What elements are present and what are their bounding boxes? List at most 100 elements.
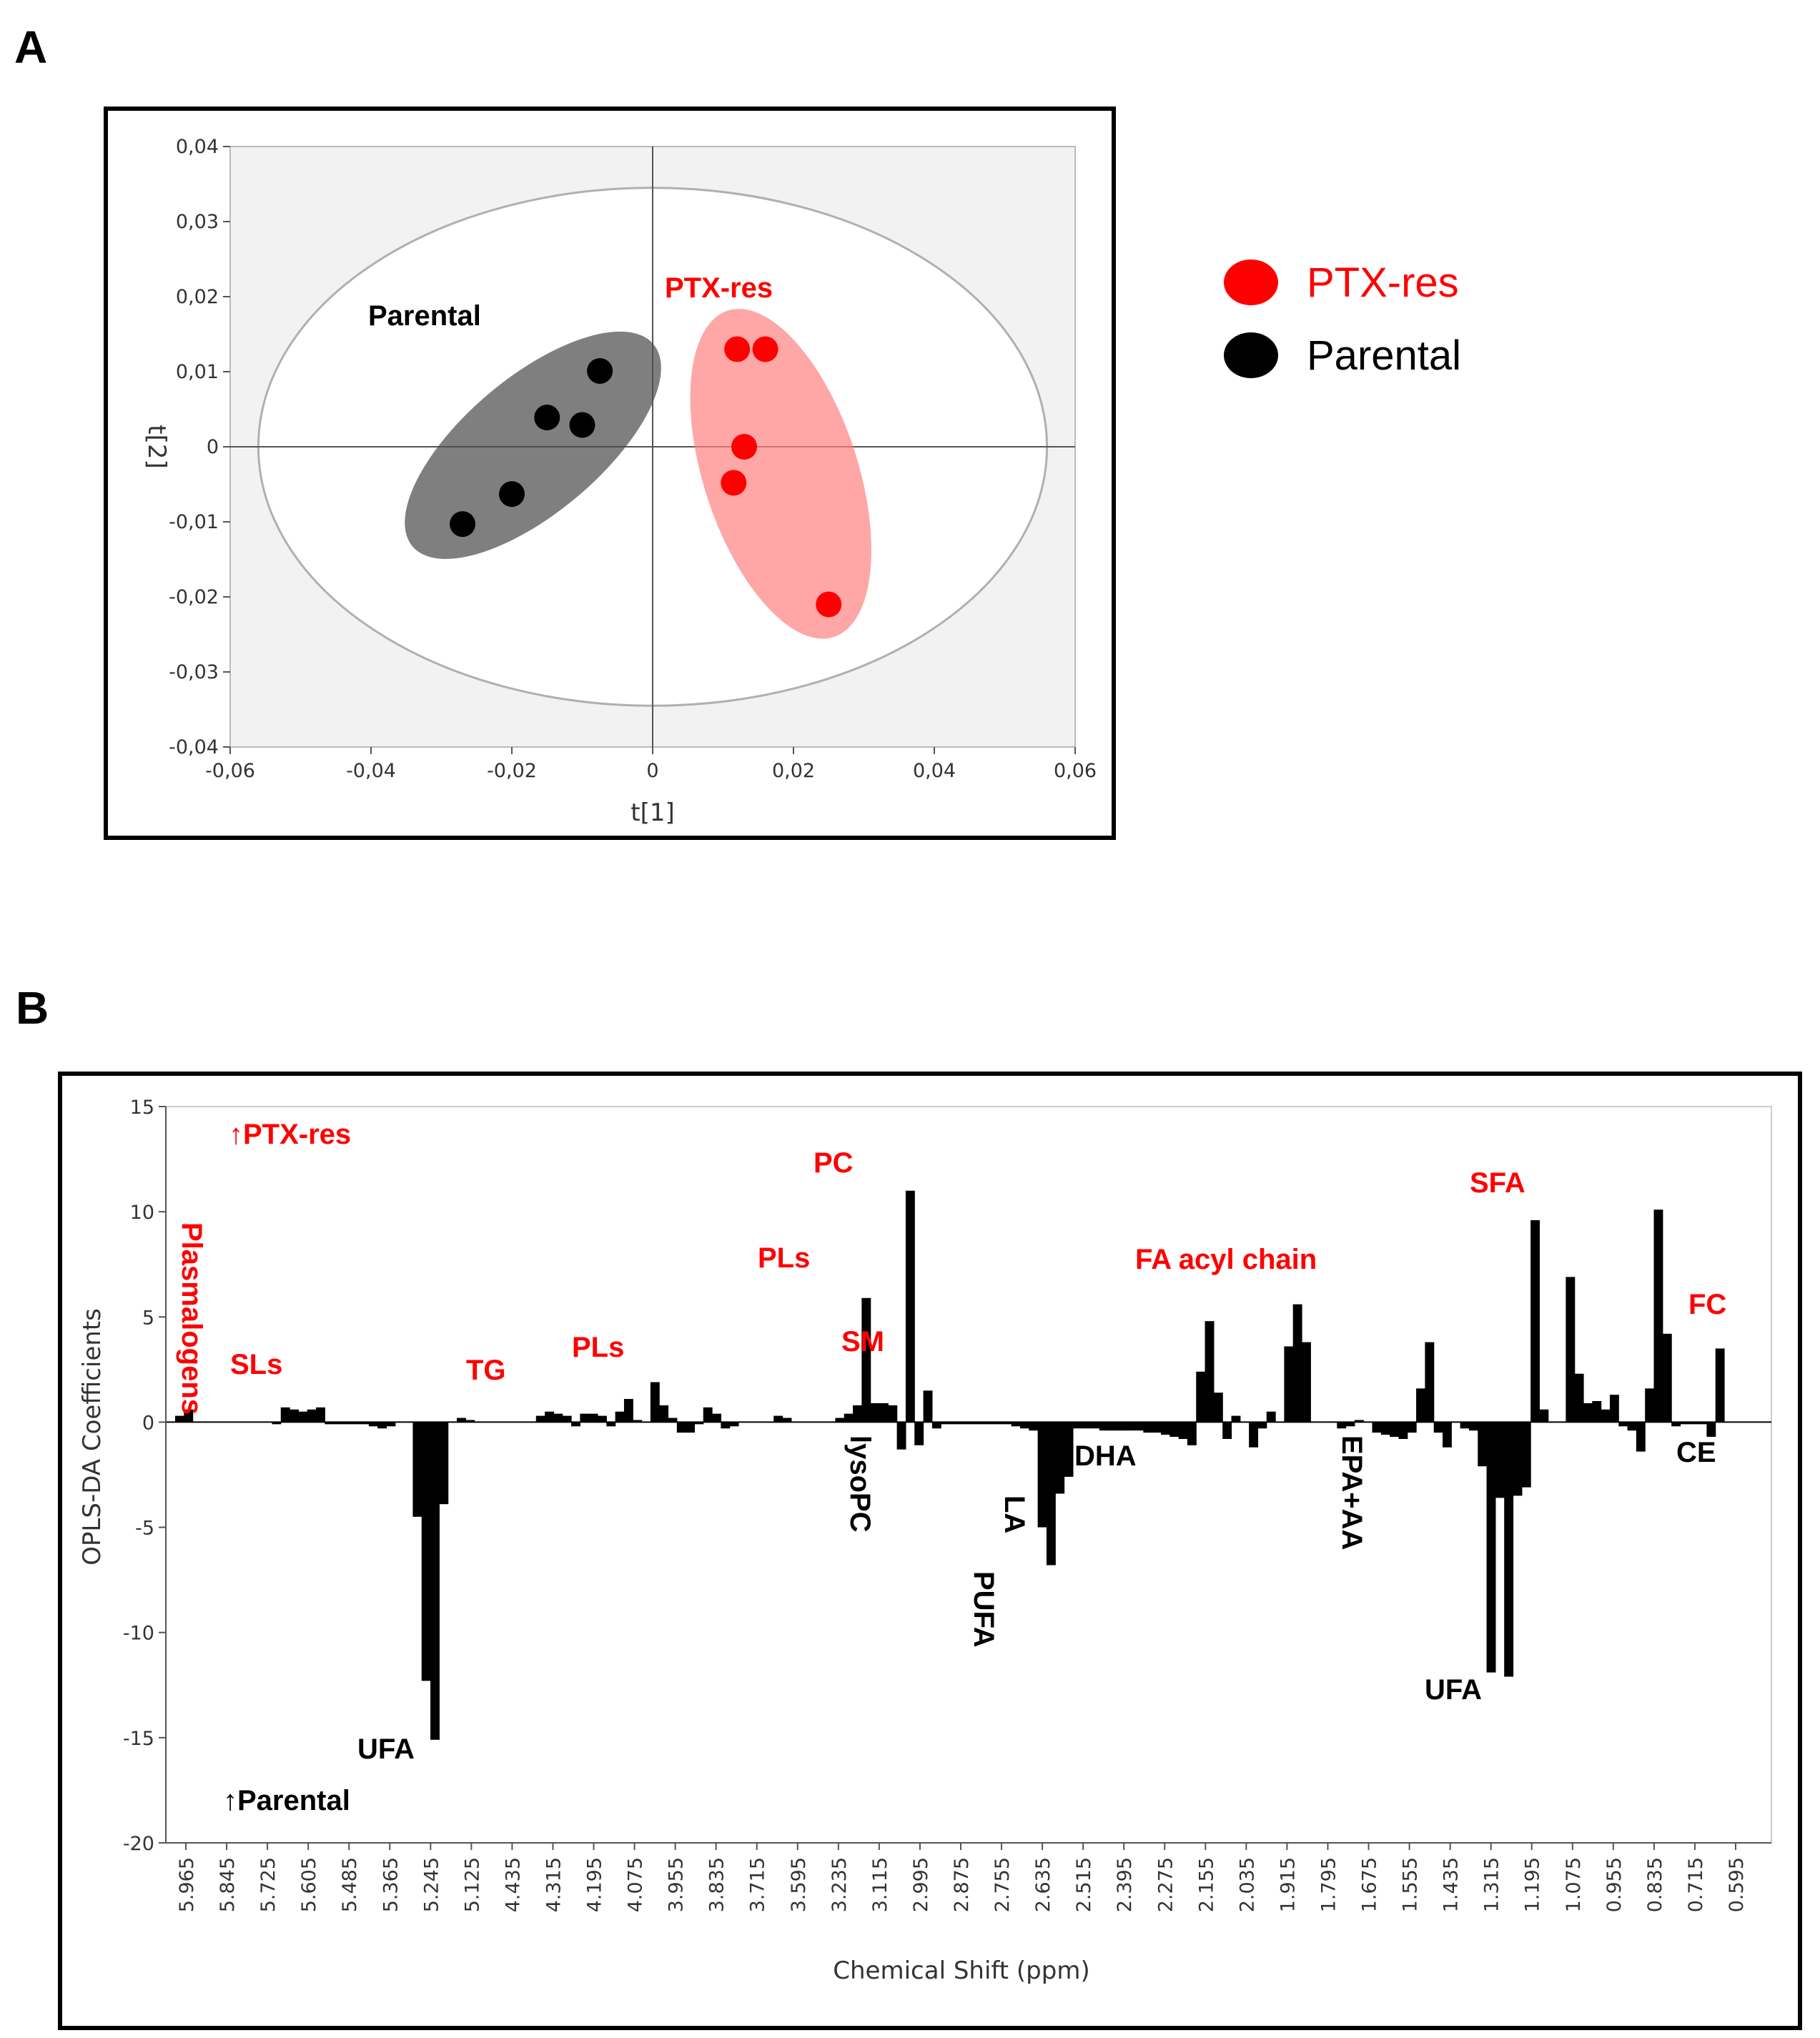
ptx-res-point <box>721 470 747 496</box>
coefficient-bar <box>1601 1409 1611 1423</box>
coefficient-bar <box>721 1422 731 1429</box>
x-tick-label: 5.125 <box>461 1857 483 1912</box>
coefficient-bar <box>535 1415 545 1423</box>
coefficient-bar <box>1706 1422 1716 1438</box>
coefficient-bar <box>368 1422 378 1427</box>
coefficient-bar <box>1249 1422 1259 1448</box>
coefficient-bar <box>1539 1409 1549 1423</box>
x-tick-label: 4.315 <box>543 1857 565 1912</box>
annotation-ufa: UFA <box>357 1733 415 1765</box>
coefficient-bar <box>976 1422 986 1425</box>
annotation-lysopc: lysoPC <box>844 1435 876 1533</box>
coefficient-bar <box>553 1413 563 1423</box>
coefficient-bar <box>1460 1422 1470 1429</box>
ptx-res-point <box>731 434 758 460</box>
coefficient-bar <box>1478 1422 1488 1467</box>
x-tick-label: 3.235 <box>829 1857 851 1912</box>
coefficient-bar <box>958 1422 968 1425</box>
panel-a-label: A <box>14 21 47 73</box>
annotation-pls: PLs <box>572 1332 624 1363</box>
annotation-plasmalogens: Plasmalogens <box>176 1222 207 1415</box>
y-tick-label: 5 <box>142 1307 154 1329</box>
coefficient-bar <box>1636 1422 1646 1452</box>
x-tick-label: 5.245 <box>420 1857 442 1912</box>
coefficient-bar <box>1530 1220 1540 1423</box>
y-tick-label: 10 <box>130 1202 154 1224</box>
x-tick-label: 0 <box>646 760 658 782</box>
coefficient-bar <box>1495 1422 1505 1498</box>
coefficient-bar <box>1205 1321 1215 1423</box>
coefficient-bar <box>1354 1420 1364 1423</box>
y-tick-label: 0 <box>207 436 219 458</box>
coefficient-bar <box>1292 1304 1302 1423</box>
x-tick-label: -0,06 <box>205 760 255 782</box>
coefficient-bar <box>1134 1422 1144 1431</box>
y-tick-label: 0,01 <box>176 361 219 383</box>
coefficient-bar <box>1425 1342 1435 1423</box>
plot-a-labels: Parental PTX-res <box>368 272 773 332</box>
annotation-epa-aa: EPA+AA <box>1336 1435 1368 1550</box>
y-axis-title: t[2] <box>142 425 171 469</box>
x-tick-label: -0,02 <box>487 760 537 782</box>
x-tick-label: 2.275 <box>1154 1857 1177 1912</box>
coefficient-bar <box>835 1418 845 1423</box>
coefficient-bar <box>994 1422 1003 1425</box>
coefficient-bar <box>633 1420 643 1423</box>
coefficient-bar <box>175 1415 184 1423</box>
x-tick-label: 3.115 <box>869 1857 891 1912</box>
coefficient-bar <box>773 1415 783 1423</box>
x-tick-label: 1.075 <box>1563 1857 1585 1912</box>
coefficient-bar <box>984 1422 994 1425</box>
x-tick-label: 5.965 <box>176 1857 198 1912</box>
y-tick-label: -0,01 <box>169 511 219 533</box>
coefficient-bar <box>1020 1422 1029 1429</box>
coefficient-bar <box>1257 1422 1267 1429</box>
coefficient-bar <box>1345 1422 1355 1427</box>
y-tick-label: -0,02 <box>169 586 219 608</box>
coefficient-bar <box>896 1422 906 1450</box>
coefficient-bar <box>606 1422 616 1427</box>
coefficient-bar <box>1407 1422 1417 1433</box>
coefficient-bar <box>905 1190 915 1423</box>
x-tick-label: 2.635 <box>1032 1857 1054 1912</box>
coefficient-bar <box>184 1409 194 1423</box>
coefficient-bar <box>1653 1210 1663 1423</box>
coefficient-bar <box>729 1422 739 1427</box>
annotation-ce: CE <box>1676 1437 1716 1468</box>
coefficient-bar <box>1698 1422 1707 1425</box>
coefficient-bar <box>1266 1411 1276 1423</box>
x-tick-label: 1.915 <box>1277 1857 1299 1912</box>
coefficient-bar <box>1609 1395 1619 1423</box>
plot-b-ticks: 15 10 5 0 -5 -10 -15 -20 5.965 5.845 5.725 5.605 5.4… <box>78 1097 1748 1985</box>
x-tick-label: 3.955 <box>666 1857 688 1912</box>
coefficient-bars <box>175 1190 1725 1740</box>
annotation-pls: PLs <box>758 1242 810 1274</box>
parental-point <box>499 481 525 508</box>
coefficient-bar <box>545 1411 555 1423</box>
x-tick-label: 1.555 <box>1400 1857 1422 1912</box>
coefficient-bar <box>298 1411 308 1423</box>
x-tick-label: 5.845 <box>217 1857 239 1912</box>
coefficient-bar <box>686 1422 696 1433</box>
coefficient-bar <box>571 1422 580 1427</box>
plot-b-axes <box>165 1107 1771 1844</box>
coefficient-bar <box>668 1418 678 1423</box>
ptx-res-group-label: PTX-res <box>665 272 773 304</box>
x-tick-label: 0.715 <box>1685 1857 1707 1912</box>
x-axis-title: t[1] <box>630 798 675 827</box>
y-tick-label: -10 <box>123 1623 154 1645</box>
coefficient-bar <box>1152 1422 1162 1433</box>
coefficient-bar <box>1513 1422 1523 1496</box>
coefficient-bar <box>1002 1422 1012 1425</box>
coefficient-bar <box>1504 1422 1514 1677</box>
x-tick-label: 2.995 <box>910 1857 932 1912</box>
coefficient-bar <box>615 1411 625 1423</box>
x-tick-label: 1.195 <box>1522 1857 1544 1912</box>
coefficient-bar <box>1187 1422 1197 1445</box>
coefficient-bar <box>623 1399 633 1423</box>
plot-a-ticks: -0,06 -0,04 -0,02 0 0,02 0,04 0,060,040,030,02… <box>142 136 1097 827</box>
x-tick-label: 2.515 <box>1073 1857 1095 1912</box>
coefficient-bar <box>1486 1422 1496 1673</box>
legend-label: PTX-res <box>1307 259 1459 306</box>
coefficient-bar <box>1302 1342 1311 1423</box>
